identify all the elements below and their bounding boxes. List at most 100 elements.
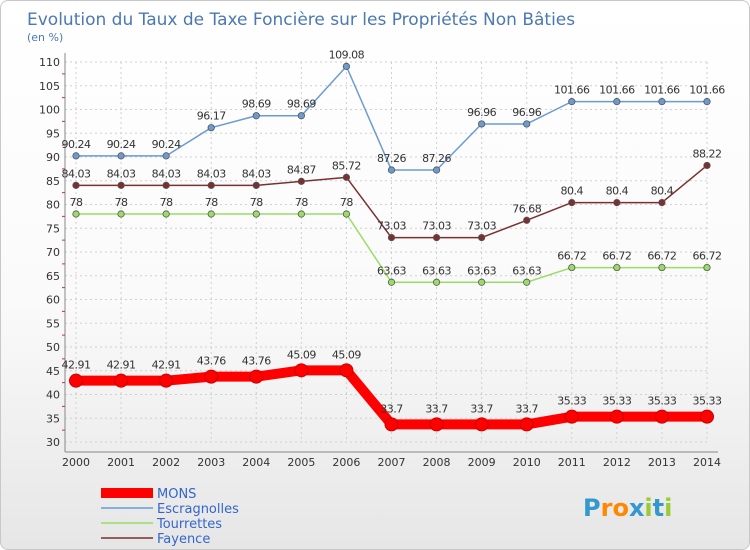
- x-tick-label: 2004: [242, 456, 270, 469]
- data-label-escragnolles: 101.66: [689, 84, 725, 97]
- data-label-escragnolles: 98.69: [242, 98, 271, 111]
- data-label-mons: 33.7: [425, 402, 448, 415]
- x-tick-label: 2014: [693, 456, 721, 469]
- point-escragnolles: [613, 98, 621, 106]
- data-label-mons: 43.76: [197, 355, 226, 368]
- y-tick-label: 50: [46, 341, 60, 354]
- data-label-tourrettes: 63.63: [467, 264, 496, 277]
- logo-letter: t: [653, 494, 664, 522]
- point-mons: [519, 417, 534, 432]
- x-tick-label: 2012: [603, 456, 631, 469]
- data-label-escragnolles: 90.24: [107, 138, 136, 151]
- point-tourrettes: [72, 210, 80, 218]
- data-label-fayence: 84.03: [152, 167, 181, 180]
- point-mons: [249, 369, 264, 384]
- series-group: [69, 62, 714, 432]
- point-escragnolles: [207, 124, 215, 132]
- x-tick-label: 2003: [197, 456, 225, 469]
- point-fayence: [568, 199, 576, 207]
- data-label-fayence: 84.03: [107, 167, 136, 180]
- data-label-escragnolles: 96.17: [197, 110, 226, 123]
- point-mons: [159, 373, 174, 388]
- point-escragnolles: [523, 120, 531, 128]
- point-escragnolles: [72, 152, 80, 160]
- point-fayence: [162, 181, 170, 189]
- data-label-fayence: 84.03: [242, 167, 271, 180]
- data-label-tourrettes: 63.63: [422, 264, 451, 277]
- x-tick-label: 2005: [287, 456, 315, 469]
- x-tick-label: 2006: [332, 456, 360, 469]
- point-tourrettes: [432, 278, 441, 286]
- point-fayence: [478, 234, 486, 242]
- data-label-mons: 35.33: [602, 395, 631, 408]
- data-label-tourrettes: 66.72: [647, 250, 676, 263]
- chart-ylabel: (en %): [27, 31, 63, 44]
- point-fayence: [117, 181, 125, 189]
- data-label-fayence: 84.03: [62, 167, 91, 180]
- point-fayence: [613, 199, 621, 207]
- data-label-fayence: 85.72: [332, 159, 361, 172]
- x-tick-label: 2011: [558, 456, 586, 469]
- point-fayence: [342, 173, 351, 181]
- data-label-fayence: 80.4: [561, 185, 584, 198]
- point-tourrettes: [207, 210, 215, 218]
- point-tourrettes: [252, 210, 260, 218]
- data-label-escragnolles: 98.69: [287, 98, 316, 111]
- data-label-mons: 33.7: [380, 402, 403, 415]
- logo-letter: x: [629, 494, 645, 522]
- point-mons: [654, 409, 669, 424]
- data-label-escragnolles: 96.96: [467, 106, 496, 119]
- logo-letter: i: [664, 494, 672, 522]
- logo-letter: i: [644, 494, 652, 522]
- data-label-tourrettes: 66.72: [557, 250, 586, 263]
- logo-letter: P: [583, 494, 601, 522]
- data-label-mons: 33.7: [515, 402, 538, 415]
- y-tick-label: 110: [39, 56, 60, 69]
- point-escragnolles: [568, 98, 576, 106]
- point-escragnolles: [432, 166, 441, 174]
- point-escragnolles: [342, 62, 351, 70]
- data-label-tourrettes: 78: [295, 196, 308, 209]
- point-escragnolles: [117, 152, 125, 160]
- y-tick-label: 60: [46, 294, 60, 307]
- y-tick-label: 85: [46, 175, 60, 188]
- data-label-mons: 42.91: [62, 359, 91, 372]
- point-escragnolles: [478, 120, 486, 128]
- point-fayence: [252, 181, 260, 189]
- data-label-escragnolles: 87.26: [422, 152, 451, 165]
- data-label-escragnolles: 101.66: [599, 84, 635, 97]
- point-fayence: [658, 199, 666, 207]
- y-tick-label: 40: [46, 389, 60, 402]
- y-tick-label: 105: [39, 80, 60, 93]
- point-escragnolles: [297, 112, 305, 120]
- point-mons: [384, 417, 399, 432]
- data-label-escragnolles: 101.66: [554, 84, 590, 97]
- data-label-tourrettes: 78: [70, 196, 83, 209]
- data-labels: 84.03 84.03 84.03 84.03 84.03 84.87 85.72 73.03…: [62, 48, 726, 415]
- y-tick-label: 100: [39, 104, 60, 117]
- point-tourrettes: [613, 263, 621, 272]
- legend-label-fayence: Fayence: [157, 532, 210, 547]
- x-tick-label: 2013: [648, 456, 676, 469]
- point-fayence: [387, 234, 396, 242]
- y-tick-label: 90: [46, 151, 60, 164]
- point-tourrettes: [162, 210, 170, 218]
- data-label-mons: 35.33: [557, 395, 586, 408]
- data-label-tourrettes: 78: [340, 196, 353, 209]
- point-mons: [474, 417, 489, 432]
- data-label-tourrettes: 78: [205, 196, 218, 209]
- point-tourrettes: [703, 263, 711, 272]
- data-label-fayence: 76.68: [512, 202, 541, 215]
- point-fayence: [207, 181, 215, 189]
- x-tick-label: 2001: [107, 456, 135, 469]
- point-tourrettes: [342, 210, 351, 218]
- data-label-mons: 35.33: [647, 395, 676, 408]
- data-label-escragnolles: 109.08: [329, 48, 365, 61]
- data-label-mons: 45.09: [332, 348, 361, 361]
- y-tick-label: 55: [46, 317, 60, 330]
- legend-label-escragnolles: Escragnolles: [157, 502, 239, 517]
- data-label-fayence: 73.03: [422, 220, 451, 233]
- y-tick-label: 65: [46, 270, 60, 283]
